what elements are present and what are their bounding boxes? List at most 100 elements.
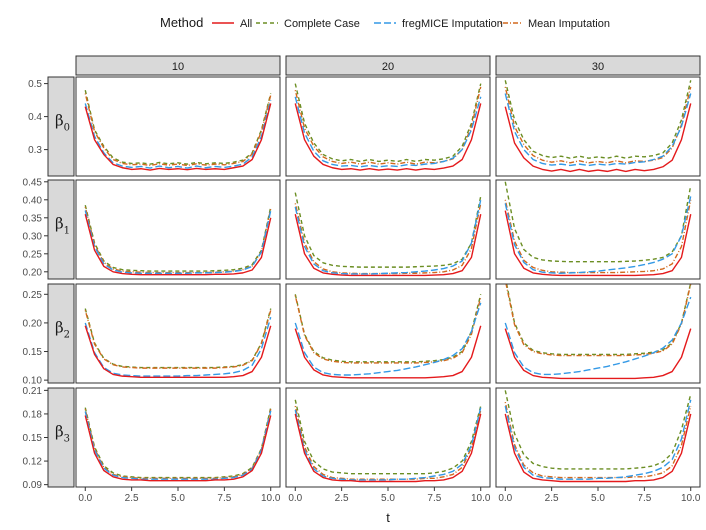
- series-line: [84, 325, 272, 378]
- legend-label: Complete Case: [284, 18, 360, 30]
- panel-background: [496, 388, 700, 487]
- panel-border: [285, 283, 491, 384]
- panel: [75, 179, 281, 280]
- row-strip: [47, 387, 75, 488]
- panel: [75, 387, 281, 488]
- legend-item: fregMICE Imputation: [374, 18, 503, 30]
- legend-items: All Complete Case fregMICE Imputation Mean …: [212, 18, 610, 30]
- series-line: [84, 214, 272, 276]
- series-line: [504, 296, 692, 376]
- panel: [285, 179, 491, 280]
- series-line: [504, 93, 692, 167]
- y-tick-label: 0.45: [23, 177, 43, 188]
- y-tick-label: 0.15: [23, 433, 43, 444]
- row-strip: [47, 179, 75, 280]
- series-line: [84, 210, 272, 274]
- series-line: [504, 413, 692, 483]
- panel-background: [496, 180, 700, 279]
- panel-lines: [294, 83, 482, 171]
- x-tick-label: 0.0: [78, 493, 92, 504]
- panel-background: [286, 388, 490, 487]
- y-tick-label: 0.3: [28, 145, 42, 156]
- series-line: [504, 399, 692, 480]
- legend-title: Method: [160, 15, 203, 30]
- series-line: [504, 80, 692, 159]
- panel-border: [75, 179, 281, 280]
- x-tick-label: 5.0: [381, 493, 395, 504]
- y-tick-label: 0.40: [23, 195, 43, 206]
- legend: Method All Complete Case fregMICE Imputati…: [160, 15, 610, 30]
- panel: [75, 76, 281, 177]
- series-line: [294, 83, 482, 163]
- panels: [75, 76, 701, 488]
- legend-item: Mean Imputation: [500, 18, 610, 30]
- y-tick-label: 0.18: [23, 409, 43, 420]
- legend-item: Complete Case: [256, 18, 360, 30]
- column-strip: [495, 55, 701, 76]
- series-line: [84, 415, 272, 482]
- y-tick-label: 0.10: [23, 376, 43, 387]
- panel-background: [286, 284, 490, 383]
- panel-background: [76, 388, 280, 487]
- series-line: [294, 214, 482, 277]
- series-line: [294, 405, 482, 480]
- row-strip-subscript: 1: [64, 226, 70, 237]
- x-tick-label: 10.0: [471, 493, 491, 504]
- legend-label: Mean Imputation: [528, 18, 610, 30]
- series-line: [504, 181, 692, 263]
- panel-background: [496, 77, 700, 176]
- series-line: [294, 413, 482, 483]
- series-line: [84, 410, 272, 480]
- panel-background: [76, 284, 280, 383]
- series-line: [294, 399, 482, 475]
- panel-border: [285, 179, 491, 280]
- y-tick-label: 0.30: [23, 231, 43, 242]
- series-line: [294, 103, 482, 171]
- series-line: [294, 407, 482, 481]
- panel-lines: [84, 90, 272, 171]
- panel-lines: [84, 205, 272, 276]
- panel: [495, 76, 701, 177]
- series-line: [504, 103, 692, 173]
- panel-border: [495, 76, 701, 177]
- panel-border: [495, 283, 701, 384]
- series-line: [84, 103, 272, 171]
- y-tick-label: 0.35: [23, 213, 43, 224]
- panel-border: [285, 76, 491, 177]
- panel-border: [495, 179, 701, 280]
- row-strip: [47, 76, 75, 177]
- panel-lines: [504, 80, 692, 173]
- y-tick-label: 0.20: [23, 267, 43, 278]
- row-strip-subscript: 3: [64, 434, 70, 445]
- column-strips: 10 20 30: [75, 55, 701, 76]
- panel: [495, 387, 701, 488]
- series-line: [294, 96, 482, 168]
- series-line: [294, 325, 482, 379]
- series-line: [504, 401, 692, 479]
- row-strip-subscript: 0: [64, 123, 70, 134]
- panel: [285, 283, 491, 384]
- column-strip-label: 30: [592, 61, 604, 73]
- y-tick-label: 0.21: [23, 386, 43, 397]
- series-line: [504, 196, 692, 274]
- x-axes: 0.0 2.5 5.0 7.5 10.0 0.0 2.5 5.0 7.5 10.0 0.0 2.5 5.…: [78, 487, 701, 504]
- panel-lines: [504, 181, 692, 277]
- y-tick-label: 0.25: [23, 249, 43, 260]
- x-tick-label: 10.0: [261, 493, 281, 504]
- y-tick-label: 0.5: [28, 79, 42, 90]
- column-strip: [75, 55, 281, 76]
- series-line: [84, 310, 272, 369]
- series-line: [504, 210, 692, 277]
- row-strip: [47, 283, 75, 384]
- column-strip-label: 20: [382, 61, 394, 73]
- x-tick-label: 2.5: [335, 493, 349, 504]
- series-line: [84, 93, 272, 167]
- series-line: [84, 90, 272, 165]
- x-tick-label: 2.5: [545, 493, 559, 504]
- panel-background: [496, 284, 700, 383]
- row-strip-subscript: 2: [64, 330, 70, 341]
- series-line: [504, 328, 692, 380]
- series-line: [294, 192, 482, 268]
- series-line: [294, 302, 482, 376]
- x-tick-label: 5.0: [591, 493, 605, 504]
